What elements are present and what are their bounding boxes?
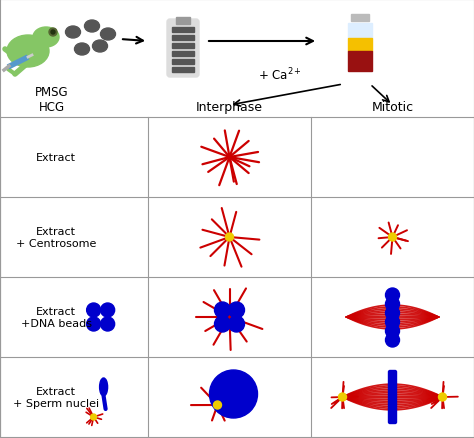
Ellipse shape xyxy=(92,41,108,53)
FancyBboxPatch shape xyxy=(167,20,199,78)
Ellipse shape xyxy=(65,27,81,39)
Circle shape xyxy=(87,303,100,317)
Bar xyxy=(172,44,194,49)
Circle shape xyxy=(91,414,97,420)
Text: PMSG
HCG: PMSG HCG xyxy=(35,86,69,114)
Bar xyxy=(348,24,372,39)
Bar xyxy=(351,15,369,22)
Circle shape xyxy=(213,401,221,409)
Circle shape xyxy=(385,306,400,320)
Bar xyxy=(172,28,194,33)
Circle shape xyxy=(228,316,245,332)
Ellipse shape xyxy=(100,29,116,41)
Circle shape xyxy=(385,315,400,329)
Text: + Ca$^{2+}$: + Ca$^{2+}$ xyxy=(258,67,302,83)
Bar xyxy=(172,52,194,57)
Circle shape xyxy=(87,317,100,331)
Ellipse shape xyxy=(33,28,59,48)
Circle shape xyxy=(100,303,115,317)
Bar xyxy=(172,68,194,73)
Bar xyxy=(172,36,194,41)
Text: Extract: Extract xyxy=(36,153,76,162)
Bar xyxy=(348,52,372,72)
Circle shape xyxy=(385,324,400,338)
Circle shape xyxy=(338,393,346,401)
FancyBboxPatch shape xyxy=(344,20,376,74)
Circle shape xyxy=(215,302,230,318)
FancyBboxPatch shape xyxy=(389,371,396,424)
Circle shape xyxy=(226,233,234,241)
Circle shape xyxy=(389,233,396,241)
Circle shape xyxy=(100,317,115,331)
Ellipse shape xyxy=(74,44,90,56)
Circle shape xyxy=(215,316,230,332)
Circle shape xyxy=(385,333,400,347)
Circle shape xyxy=(438,393,447,401)
Ellipse shape xyxy=(100,378,108,396)
Circle shape xyxy=(385,297,400,311)
Bar xyxy=(176,18,190,25)
Ellipse shape xyxy=(84,21,100,33)
Text: Interphase: Interphase xyxy=(196,101,263,114)
Circle shape xyxy=(228,302,245,318)
Circle shape xyxy=(385,288,400,302)
Circle shape xyxy=(210,370,257,418)
Text: Mitotic: Mitotic xyxy=(372,101,413,114)
Text: Extract
+ Sperm nuclei: Extract + Sperm nuclei xyxy=(13,386,99,408)
Text: Extract
+DNA beads: Extract +DNA beads xyxy=(21,307,92,328)
Bar xyxy=(348,39,372,52)
Bar xyxy=(172,60,194,65)
Ellipse shape xyxy=(7,36,49,68)
Circle shape xyxy=(51,31,55,35)
Circle shape xyxy=(49,29,57,37)
Text: Extract
+ Centrosome: Extract + Centrosome xyxy=(16,227,96,248)
